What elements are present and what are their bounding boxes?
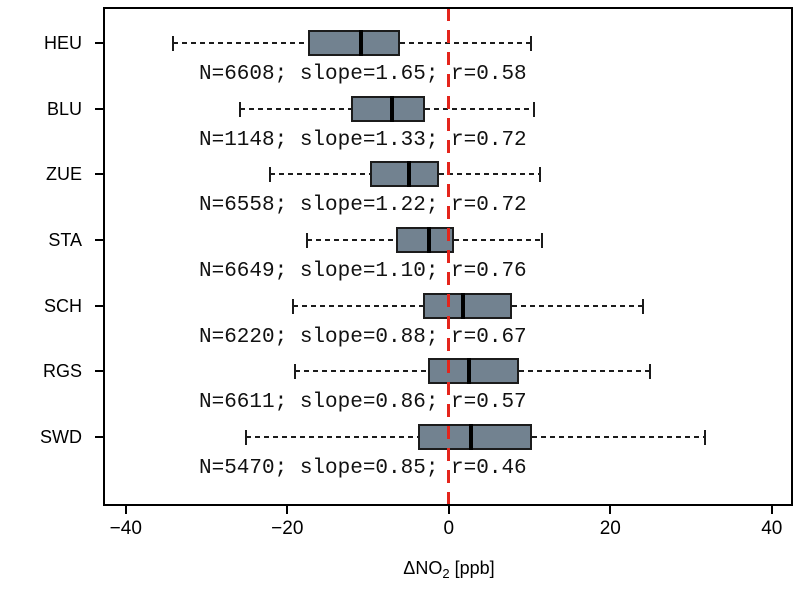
- whisker-cap-right: [539, 167, 542, 183]
- whisker-left: [270, 173, 371, 176]
- whisker-cap-left: [245, 430, 248, 446]
- x-axis-tick-label: 20: [599, 518, 621, 539]
- x-axis-title: ΔNO2 [ppb]: [403, 558, 494, 581]
- median-line: [466, 358, 471, 385]
- whisker-cap-right: [641, 298, 644, 314]
- x-axis-tick: [770, 505, 773, 514]
- y-axis-tick: [95, 107, 104, 110]
- iqr-box: [395, 227, 454, 253]
- zero-reference-line: [447, 8, 451, 505]
- iqr-box: [427, 358, 520, 385]
- whisker-cap-right: [533, 101, 536, 117]
- whisker-cap-left: [238, 101, 241, 117]
- whisker-cap-right: [530, 36, 533, 51]
- x-axis-tick-label: −20: [271, 518, 304, 539]
- iqr-box: [308, 30, 400, 56]
- iqr-box: [370, 161, 440, 188]
- y-axis-tick: [95, 239, 104, 241]
- y-axis-tick: [95, 42, 104, 44]
- whisker-cap-left: [291, 298, 294, 314]
- x-axis-tick-label: 40: [761, 518, 783, 539]
- whisker-cap-left: [306, 233, 309, 248]
- whisker-cap-left: [172, 36, 175, 51]
- x-axis-tick: [609, 505, 612, 514]
- whisker-cap-right: [703, 430, 706, 446]
- stats-annotation: N=6611; slope=0.86; r=0.57: [199, 391, 527, 415]
- whisker-left: [239, 107, 352, 110]
- whisker-cap-right: [540, 233, 543, 248]
- whisker-cap-left: [293, 364, 296, 380]
- y-axis-tick: [95, 173, 104, 176]
- whisker-right: [424, 107, 535, 110]
- x-axis-title-subscript: 2: [442, 566, 450, 581]
- iqr-box: [351, 95, 425, 122]
- y-axis-tick: [95, 436, 104, 439]
- median-line: [390, 95, 395, 122]
- whisker-cap-right: [648, 364, 651, 380]
- x-axis-tick: [124, 505, 127, 514]
- median-line: [426, 227, 431, 253]
- whisker-left: [307, 239, 396, 241]
- median-line: [407, 161, 412, 188]
- median-line: [461, 292, 466, 319]
- whisker-left: [292, 304, 423, 307]
- x-axis-title-suffix: [ppb]: [449, 558, 495, 578]
- x-axis-tick: [447, 505, 450, 514]
- whisker-right: [511, 304, 643, 307]
- iqr-box: [422, 292, 512, 319]
- x-axis-tick: [286, 505, 289, 514]
- stats-annotation: N=5470; slope=0.85; r=0.46: [199, 457, 527, 481]
- y-axis-tick: [95, 370, 104, 373]
- station-label: HEU: [43, 33, 82, 53]
- whisker-left: [294, 370, 428, 373]
- station-label: STA: [48, 230, 82, 250]
- whisker-right: [399, 42, 532, 44]
- whisker-right: [453, 239, 542, 241]
- median-line: [468, 424, 473, 451]
- whisker-left: [246, 436, 419, 439]
- whisker-left: [173, 42, 309, 44]
- stats-annotation: N=6649; slope=1.10; r=0.76: [199, 260, 527, 283]
- x-axis-title-prefix: ΔNO: [403, 558, 443, 578]
- station-label: SCH: [43, 295, 82, 316]
- stats-annotation: N=6608; slope=1.65; r=0.58: [199, 63, 527, 86]
- whisker-right: [531, 436, 705, 439]
- stats-annotation: N=1148; slope=1.33; r=0.72: [199, 128, 527, 152]
- station-label: BLU: [46, 98, 82, 119]
- whisker-right: [439, 173, 541, 176]
- stats-annotation: N=6220; slope=0.88; r=0.67: [199, 325, 527, 349]
- station-label: RGS: [42, 361, 82, 382]
- whisker-cap-left: [269, 167, 272, 183]
- y-axis-tick: [95, 304, 104, 307]
- stats-annotation: N=6558; slope=1.22; r=0.72: [199, 194, 527, 218]
- x-axis-tick-label: −40: [109, 518, 142, 539]
- median-line: [358, 30, 363, 56]
- station-label: SWD: [40, 427, 82, 448]
- iqr-box: [418, 424, 532, 451]
- x-axis-tick-label: 0: [443, 518, 455, 539]
- station-label: ZUE: [46, 164, 82, 185]
- whisker-right: [519, 370, 650, 373]
